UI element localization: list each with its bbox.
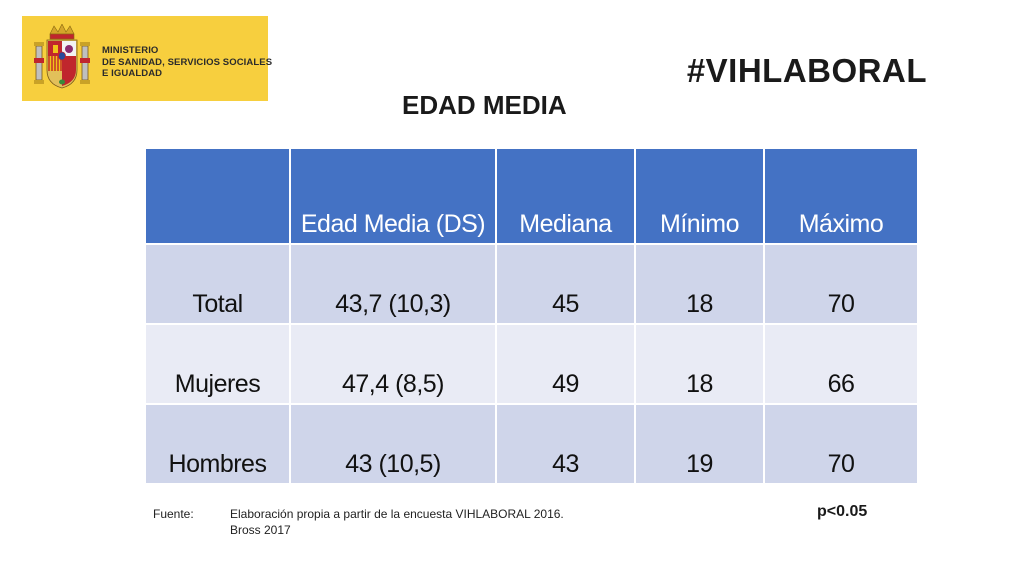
- header-cell-mean: Edad Media (DS): [289, 147, 497, 245]
- hashtag-title: #VIHLABORAL: [686, 52, 927, 89]
- table-cell: 66: [763, 323, 919, 405]
- table-cell: 19: [634, 403, 765, 485]
- header-cell-median: Mediana: [495, 147, 636, 245]
- table-row: Hombres 43 (10,5) 43 19 70: [144, 403, 919, 485]
- table-cell: 70: [763, 403, 919, 485]
- age-stats-table: Edad Media (DS) Mediana Mínimo Máximo To…: [144, 147, 919, 485]
- row-label: Hombres: [144, 403, 291, 485]
- coat-of-arms-icon: [34, 24, 90, 89]
- table-cell: 45: [495, 243, 636, 325]
- ministry-line-1: MINISTERIO: [102, 45, 159, 56]
- ministry-logo: MINISTERIO DE SANIDAD, SERVICIOS SOCIALE…: [22, 16, 272, 101]
- header-cell-min: Mínimo: [634, 147, 765, 245]
- header-cell-empty: [144, 147, 291, 245]
- source-label: Fuente:: [153, 507, 194, 521]
- table-cell: 43: [495, 403, 636, 485]
- table-cell: 43,7 (10,3): [289, 243, 497, 325]
- ministry-line-3: E IGUALDAD: [102, 68, 163, 79]
- source-line-1: Elaboración propia a partir de la encues…: [230, 507, 564, 521]
- table-cell: 43 (10,5): [289, 403, 497, 485]
- ministry-name: MINISTERIO DE SANIDAD, SERVICIOS SOCIALE…: [102, 45, 272, 80]
- source-line-2: Bross 2017: [230, 523, 291, 537]
- source-text: Elaboración propia a partir de la encues…: [230, 506, 564, 538]
- row-label: Total: [144, 243, 291, 325]
- ministry-line-2: DE SANIDAD, SERVICIOS SOCIALES: [102, 56, 273, 68]
- table-cell: 49: [495, 323, 636, 405]
- p-value: p<0.05: [817, 503, 868, 520]
- table-cell: 70: [763, 243, 919, 325]
- table-header-row: Edad Media (DS) Mediana Mínimo Máximo: [144, 147, 919, 245]
- row-label: Mujeres: [144, 323, 291, 405]
- table-cell: 18: [634, 243, 765, 325]
- page-title: EDAD MEDIA: [402, 90, 567, 120]
- table-cell: 47,4 (8,5): [289, 323, 497, 405]
- table-cell: 18: [634, 323, 765, 405]
- table-row: Total 43,7 (10,3) 45 18 70: [144, 243, 919, 325]
- header-cell-max: Máximo: [763, 147, 919, 245]
- table-row: Mujeres 47,4 (8,5) 49 18 66: [144, 323, 919, 405]
